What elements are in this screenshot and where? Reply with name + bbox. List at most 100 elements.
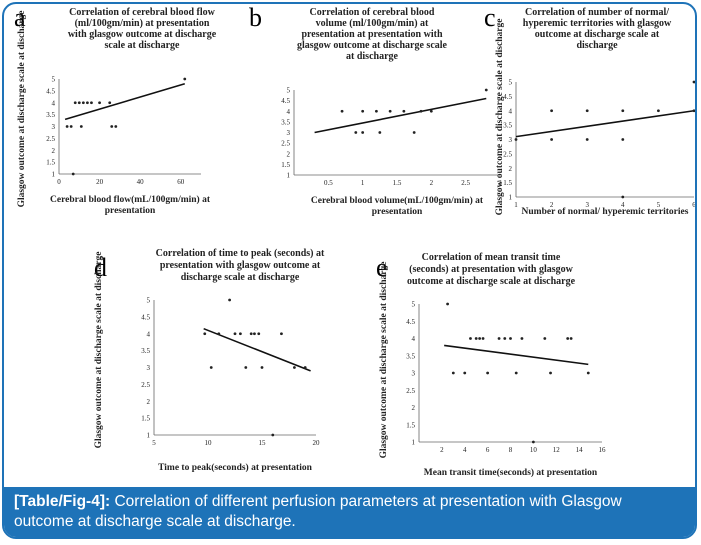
x-tick-label-c: 1	[514, 201, 518, 209]
y-tick-label-c: 5	[509, 79, 513, 87]
data-point-e	[549, 371, 552, 375]
y-tick-label-c: 4	[509, 107, 513, 115]
data-point-e	[569, 337, 573, 340]
data-point-e	[481, 337, 485, 340]
data-point-d	[244, 366, 248, 369]
y-tick-label-e: 1.5	[406, 421, 415, 429]
y-tick-label-a: 1	[52, 171, 56, 179]
x-tick-label-b: 2.5	[461, 179, 470, 187]
data-point-a	[183, 77, 187, 81]
x-tick-label-b: 2	[430, 179, 434, 187]
data-point-c	[550, 138, 553, 141]
y-tick-label-d: 2.5	[141, 381, 150, 389]
data-point-e	[566, 337, 570, 340]
data-point-d	[249, 332, 253, 336]
data-point-a	[73, 101, 77, 105]
x-tick-label-e: 10	[530, 446, 538, 454]
data-point-b	[388, 109, 392, 113]
x-axis-label-b: Cerebral blood volume(mL/100gm/min) at	[311, 195, 484, 206]
x-tick-label-d: 10	[205, 439, 213, 447]
data-point-b	[429, 109, 433, 113]
data-point-e	[486, 371, 490, 375]
data-point-e	[503, 337, 507, 340]
x-tick-label-d: 5	[152, 439, 156, 447]
chart-title-d: discharge scale at discharge	[181, 272, 300, 283]
chart-title-c: discharge	[576, 40, 618, 51]
y-tick-label-a: 5	[52, 76, 56, 84]
data-point-c	[585, 138, 589, 141]
chart-title-d: presentation with glasgow outcome at	[160, 260, 321, 271]
data-point-a	[114, 125, 118, 128]
x-axis-label-d: Time to peak(seconds) at presentation	[158, 462, 312, 473]
x-tick-label-c: 2	[550, 201, 554, 209]
chart-title-e: outcome at discharge scale at discharge	[407, 276, 576, 287]
chart-title-b: presentation at presentation with	[301, 29, 442, 40]
data-point-d	[209, 366, 213, 369]
chart-title-c: outcome at discharge scale at	[535, 29, 660, 40]
y-axis-label-e: Glasgow outcome at discharge scale at di…	[379, 262, 389, 459]
panel-letter-a: a	[14, 4, 26, 32]
data-point-e	[463, 371, 467, 375]
figure-frame: a Correlation of cerebral blood flow (ml/1…	[2, 2, 697, 539]
y-tick-label-c: 4.5	[503, 93, 512, 101]
y-tick-label-b: 4.5	[281, 97, 290, 105]
data-point-e	[451, 371, 455, 375]
y-tick-label-e: 5	[412, 301, 416, 309]
chart-title-a: Correlation of cerebral blood flow	[69, 7, 215, 18]
y-tick-label-c: 3.5	[503, 122, 512, 130]
x-tick-label-d: 15	[259, 439, 267, 447]
data-point-e	[509, 337, 512, 340]
data-point-d	[203, 332, 207, 336]
x-tick-label-e: 12	[553, 446, 561, 454]
x-axis-label-e: Mean transit time(seconds) at presentati…	[424, 467, 598, 478]
y-tick-label-a: 2.5	[46, 135, 55, 143]
panel-letter-c: c	[484, 4, 496, 32]
data-point-e	[478, 337, 482, 340]
data-point-d	[280, 332, 283, 336]
y-tick-label-c: 1.5	[503, 179, 512, 187]
y-tick-label-d: 2	[147, 398, 151, 406]
x-axis-label-a: presentation	[105, 206, 156, 216]
y-tick-label-e: 3.5	[406, 352, 415, 360]
data-point-c	[550, 109, 553, 113]
chart-title-e: Correlation of mean transit time	[422, 252, 561, 263]
y-tick-label-d: 1.5	[141, 415, 150, 423]
trendline-e	[444, 344, 589, 366]
chart-title-e: (seconds) at presentation with glasgow	[409, 264, 573, 275]
data-point-b	[412, 131, 416, 134]
data-point-a	[90, 101, 93, 105]
y-tick-label-c: 2.5	[503, 150, 512, 158]
data-point-a	[98, 101, 101, 105]
data-point-d	[260, 366, 264, 369]
data-point-c	[621, 195, 625, 199]
y-tick-label-a: 3	[52, 123, 56, 131]
y-tick-label-e: 4	[412, 335, 416, 343]
data-point-a	[71, 172, 75, 176]
trendline-b	[314, 97, 487, 134]
data-point-d	[293, 366, 296, 369]
x-tick-label-a: 20	[96, 178, 104, 186]
x-axis-label-a: Cerebral blood flow(mL/100gm/min) at	[50, 194, 211, 205]
y-tick-label-a: 3.5	[46, 111, 55, 119]
data-point-d	[217, 332, 221, 336]
x-tick-label-b: 1.5	[393, 179, 402, 187]
y-tick-label-b: 3.5	[281, 118, 290, 126]
data-point-d	[239, 332, 242, 336]
data-point-a	[65, 125, 69, 128]
y-tick-label-b: 5	[287, 87, 291, 95]
y-axis-label-c: Glasgow outcome at discharge scale at di…	[495, 19, 505, 216]
x-tick-label-e: 4	[463, 446, 467, 454]
data-point-e	[531, 440, 535, 444]
y-tick-label-c: 1	[509, 194, 513, 202]
y-tick-label-d: 4.5	[141, 313, 150, 321]
caption-bar: [Table/Fig-4]: Correlation of different …	[4, 487, 695, 537]
trendline-d	[203, 327, 311, 372]
data-point-d	[228, 298, 232, 302]
data-point-c	[514, 138, 518, 141]
chart-title-b: at discharge	[346, 51, 399, 62]
data-point-d	[257, 332, 261, 336]
chart-title-d: Correlation of time to peak (seconds) at	[156, 248, 325, 259]
data-point-a	[79, 125, 83, 128]
chart-title-a: with glasgow outcome at discharge	[68, 29, 217, 40]
caption-text: Correlation of different perfusion param…	[14, 493, 622, 530]
